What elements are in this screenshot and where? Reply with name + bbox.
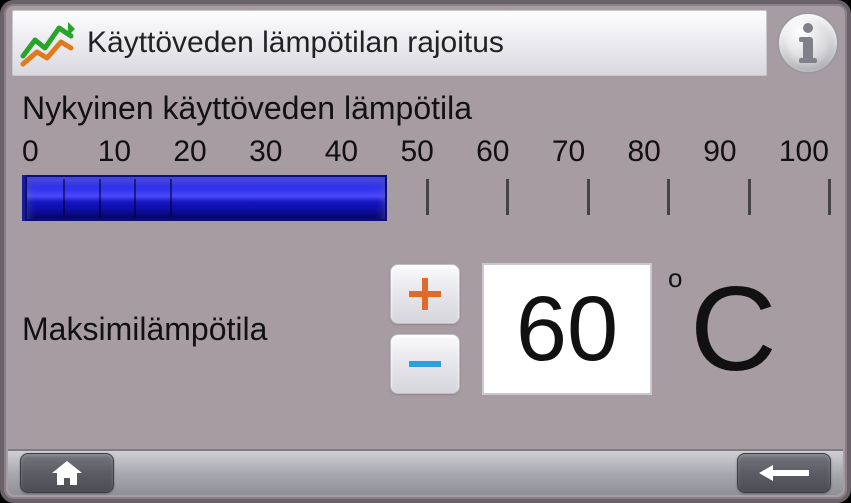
gauge-tick-label: 80 bbox=[628, 135, 704, 169]
gauge-segment-line bbox=[170, 179, 172, 217]
gauge-tick-label: 40 bbox=[325, 135, 401, 169]
gauge-tick-labels: 0102030405060708090100 bbox=[22, 135, 829, 169]
main-panel: Nykyinen käyttöveden lämpötila 010203040… bbox=[22, 88, 829, 443]
gauge-tick bbox=[506, 179, 509, 215]
page-title: Käyttöveden lämpötilan rajoitus bbox=[87, 26, 504, 60]
gauge-tick-label: 100 bbox=[779, 135, 829, 169]
gauge-tick-label: 90 bbox=[703, 135, 779, 169]
info-button[interactable] bbox=[777, 12, 839, 74]
unit-symbol: C bbox=[690, 262, 777, 396]
back-arrow-icon bbox=[759, 463, 809, 483]
max-temp-label: Maksimilämpötila bbox=[22, 311, 322, 348]
degree-symbol: o bbox=[668, 265, 682, 291]
gauge-segment-line bbox=[63, 179, 65, 217]
increase-button[interactable] bbox=[390, 264, 460, 324]
gauge-track bbox=[22, 175, 829, 221]
gauge-tick-label: 10 bbox=[98, 135, 174, 169]
gauge-tick-label: 20 bbox=[173, 135, 249, 169]
gauge-segment-line bbox=[99, 179, 101, 217]
home-button[interactable] bbox=[20, 453, 114, 493]
back-button[interactable] bbox=[737, 453, 831, 493]
title-chip: Käyttöveden lämpötilan rajoitus bbox=[12, 10, 767, 76]
plus-icon bbox=[405, 274, 445, 314]
unit: o C bbox=[690, 269, 777, 389]
gauge-tick-label: 60 bbox=[476, 135, 552, 169]
gauge-tick bbox=[748, 179, 751, 215]
device-frame: Käyttöveden lämpötilan rajoitus Nykyinen… bbox=[0, 0, 851, 503]
gauge-tick bbox=[667, 179, 670, 215]
gauge-tick-label: 50 bbox=[400, 135, 476, 169]
gauge-tick-label: 30 bbox=[249, 135, 325, 169]
max-temp-value: 60 bbox=[482, 263, 652, 395]
temp-gauge: 0102030405060708090100 bbox=[22, 135, 829, 221]
gauge-tick bbox=[828, 179, 831, 215]
max-temp-row: Maksimilämpötila 60 o C bbox=[22, 263, 829, 395]
gauge-tick-label: 0 bbox=[22, 135, 98, 169]
gauge-tick-label: 70 bbox=[552, 135, 628, 169]
gauge-segment-line bbox=[134, 179, 136, 217]
home-icon bbox=[50, 459, 84, 487]
temp-stepper bbox=[390, 264, 460, 394]
info-icon bbox=[793, 22, 823, 64]
minus-icon bbox=[405, 344, 445, 384]
gauge-fill bbox=[25, 175, 387, 221]
titlebar: Käyttöveden lämpötilan rajoitus bbox=[12, 10, 839, 76]
decrease-button[interactable] bbox=[390, 334, 460, 394]
gauge-tick bbox=[587, 179, 590, 215]
footer-bar bbox=[8, 449, 843, 495]
trend-chart-icon bbox=[19, 18, 75, 68]
current-temp-label: Nykyinen käyttöveden lämpötila bbox=[22, 90, 829, 127]
gauge-tick bbox=[426, 179, 429, 215]
